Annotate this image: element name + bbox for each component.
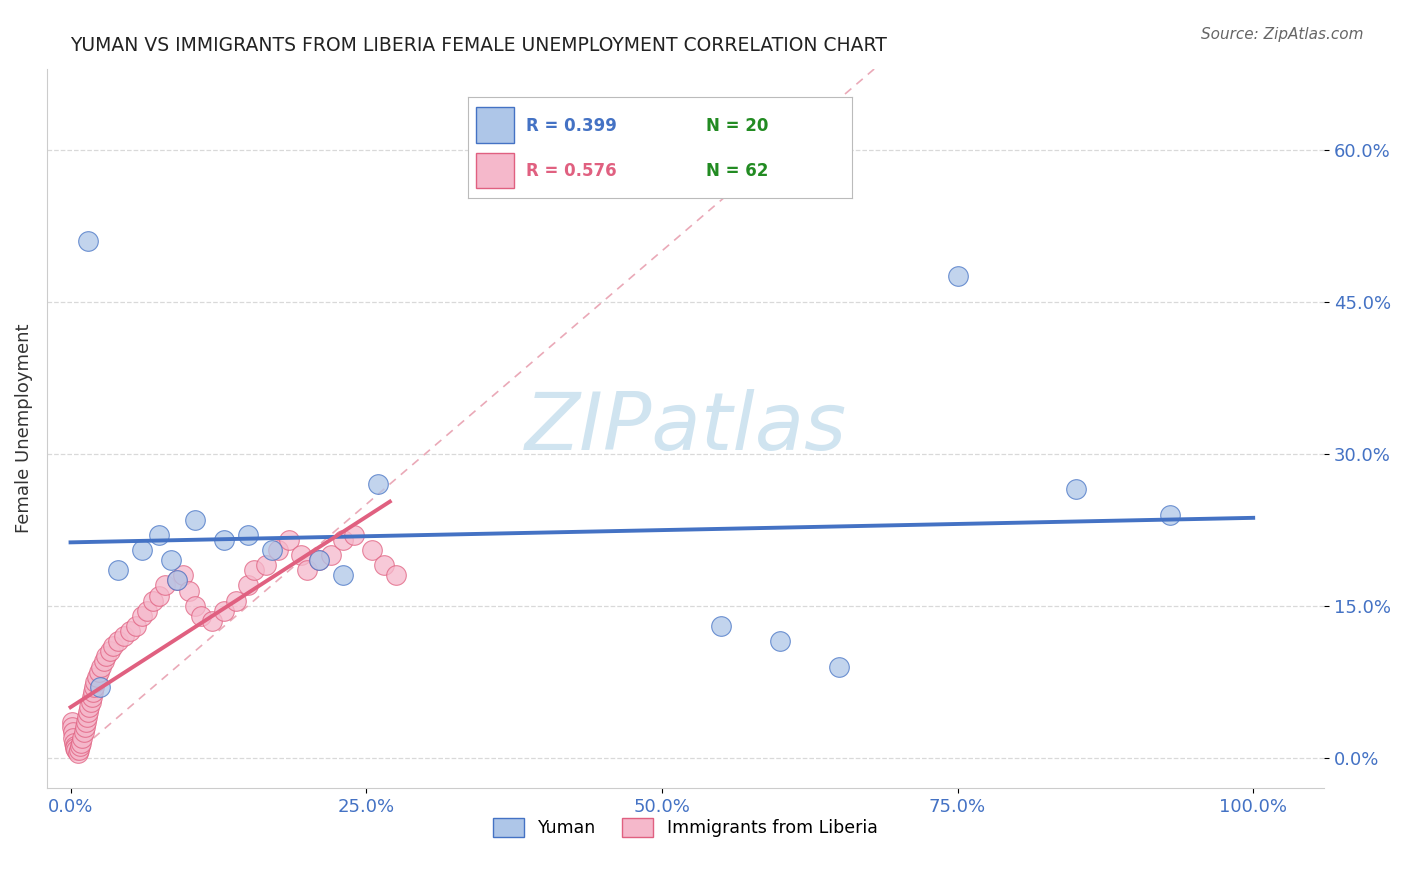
Point: [65, 742, 87, 756]
Point: [214, 533, 236, 547]
Point: [367, 477, 389, 491]
Point: [946, 269, 969, 284]
Point: [225, 593, 247, 607]
Point: [67, 742, 90, 756]
Point: [290, 548, 312, 562]
Point: [295, 563, 318, 577]
Point: [308, 553, 330, 567]
Point: [63, 735, 86, 749]
Point: [76, 710, 98, 724]
Point: [332, 533, 354, 547]
Point: [153, 578, 176, 592]
Point: [254, 558, 277, 573]
Point: [183, 512, 205, 526]
Point: [62, 731, 84, 745]
Point: [66, 746, 89, 760]
Point: [177, 583, 200, 598]
Point: [142, 593, 165, 607]
Point: [80, 690, 103, 704]
Point: [107, 563, 129, 577]
Text: ZIPatlas: ZIPatlas: [524, 389, 846, 467]
Point: [93, 655, 115, 669]
Point: [1064, 482, 1087, 496]
Point: [136, 604, 159, 618]
Point: [84, 674, 107, 689]
Point: [260, 543, 283, 558]
Text: YUMAN VS IMMIGRANTS FROM LIBERIA FEMALE UNEMPLOYMENT CORRELATION CHART: YUMAN VS IMMIGRANTS FROM LIBERIA FEMALE …: [70, 36, 887, 54]
Legend: Yuman, Immigrants from Liberia: Yuman, Immigrants from Liberia: [486, 811, 886, 844]
Point: [166, 574, 188, 588]
Point: [79, 695, 101, 709]
Point: [112, 629, 135, 643]
Point: [131, 608, 153, 623]
Point: [86, 670, 108, 684]
Point: [107, 634, 129, 648]
Point: [710, 619, 733, 633]
Point: [79, 700, 101, 714]
Point: [308, 553, 330, 567]
Point: [190, 608, 212, 623]
Y-axis label: Female Unemployment: Female Unemployment: [15, 324, 32, 533]
Point: [384, 568, 406, 582]
Point: [361, 543, 384, 558]
Point: [236, 578, 259, 592]
Point: [89, 680, 111, 694]
Point: [828, 659, 851, 673]
Text: Source: ZipAtlas.com: Source: ZipAtlas.com: [1201, 27, 1364, 42]
Point: [87, 665, 110, 679]
Point: [214, 604, 236, 618]
Point: [373, 558, 395, 573]
Point: [201, 614, 224, 628]
Point: [1159, 508, 1181, 522]
Point: [60, 720, 83, 734]
Point: [72, 725, 94, 739]
Point: [243, 563, 266, 577]
Point: [124, 619, 146, 633]
Point: [148, 528, 170, 542]
Point: [98, 644, 121, 658]
Point: [72, 731, 94, 745]
Point: [60, 715, 83, 730]
Point: [183, 599, 205, 613]
Point: [343, 528, 366, 542]
Point: [65, 740, 87, 755]
Point: [73, 720, 96, 734]
Point: [94, 649, 117, 664]
Point: [69, 739, 91, 753]
Point: [83, 680, 105, 694]
Point: [166, 574, 188, 588]
Point: [266, 543, 288, 558]
Point: [75, 715, 97, 730]
Point: [82, 685, 104, 699]
Point: [62, 725, 84, 739]
Point: [160, 553, 183, 567]
Point: [70, 735, 93, 749]
Point: [278, 533, 301, 547]
Point: [63, 739, 86, 753]
Point: [319, 548, 342, 562]
Point: [77, 234, 100, 248]
Point: [118, 624, 141, 638]
Point: [148, 589, 170, 603]
Point: [131, 543, 153, 558]
Point: [172, 568, 194, 582]
Point: [769, 634, 792, 648]
Point: [236, 528, 259, 542]
Point: [332, 568, 354, 582]
Point: [90, 659, 112, 673]
Point: [101, 640, 124, 654]
Point: [77, 705, 100, 719]
